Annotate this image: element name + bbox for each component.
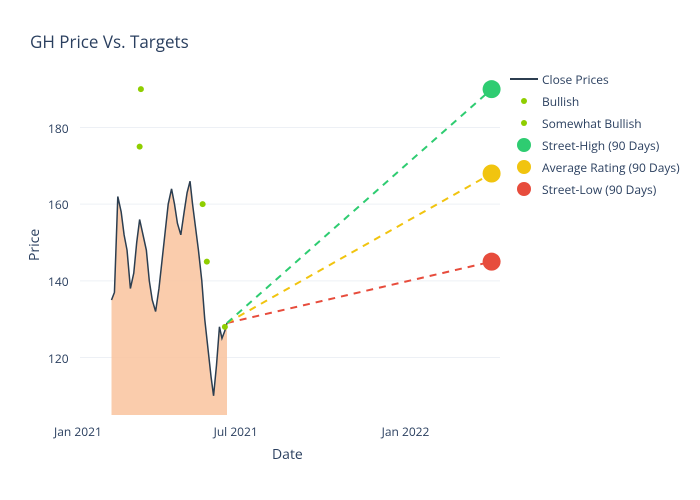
x-tick-label: Jul 2021 xyxy=(214,423,258,440)
legend-label: Bullish xyxy=(542,93,579,110)
legend-label: Somewhat Bullish xyxy=(542,115,642,132)
legend-item: Street-Low (90 Days) xyxy=(510,180,680,198)
legend-swatch xyxy=(510,120,538,126)
x-tick-label: Jan 2022 xyxy=(382,423,430,440)
x-axis-label: Date xyxy=(272,445,303,464)
legend-item: Street-High (90 Days) xyxy=(510,136,680,154)
y-tick-label: 180 xyxy=(48,120,69,137)
legend-item: Somewhat Bullish xyxy=(510,114,680,132)
legend-swatch xyxy=(510,138,538,152)
legend-item: Average Rating (90 Days) xyxy=(510,158,680,176)
legend-label: Street-Low (90 Days) xyxy=(542,181,656,198)
chart-legend: Close Prices Bullish Somewhat Bullish Stree… xyxy=(510,70,680,202)
legend-label: Average Rating (90 Days) xyxy=(542,159,680,176)
legend-swatch xyxy=(510,98,538,104)
legend-item: Close Prices xyxy=(510,70,680,88)
legend-swatch xyxy=(510,160,538,174)
legend-swatch xyxy=(510,78,538,80)
chart-container: GH Price Vs. Targets Jan 2021Jul 2021Jan… xyxy=(0,0,700,500)
y-tick-label: 120 xyxy=(48,350,69,367)
legend-item: Bullish xyxy=(510,92,680,110)
x-tick-label: Jan 2021 xyxy=(54,423,102,440)
legend-label: Close Prices xyxy=(542,71,609,88)
legend-label: Street-High (90 Days) xyxy=(542,137,659,154)
y-tick-label: 160 xyxy=(48,196,69,213)
y-tick-label: 140 xyxy=(48,273,69,290)
y-axis-label: Price xyxy=(25,228,44,260)
legend-swatch xyxy=(510,182,538,196)
